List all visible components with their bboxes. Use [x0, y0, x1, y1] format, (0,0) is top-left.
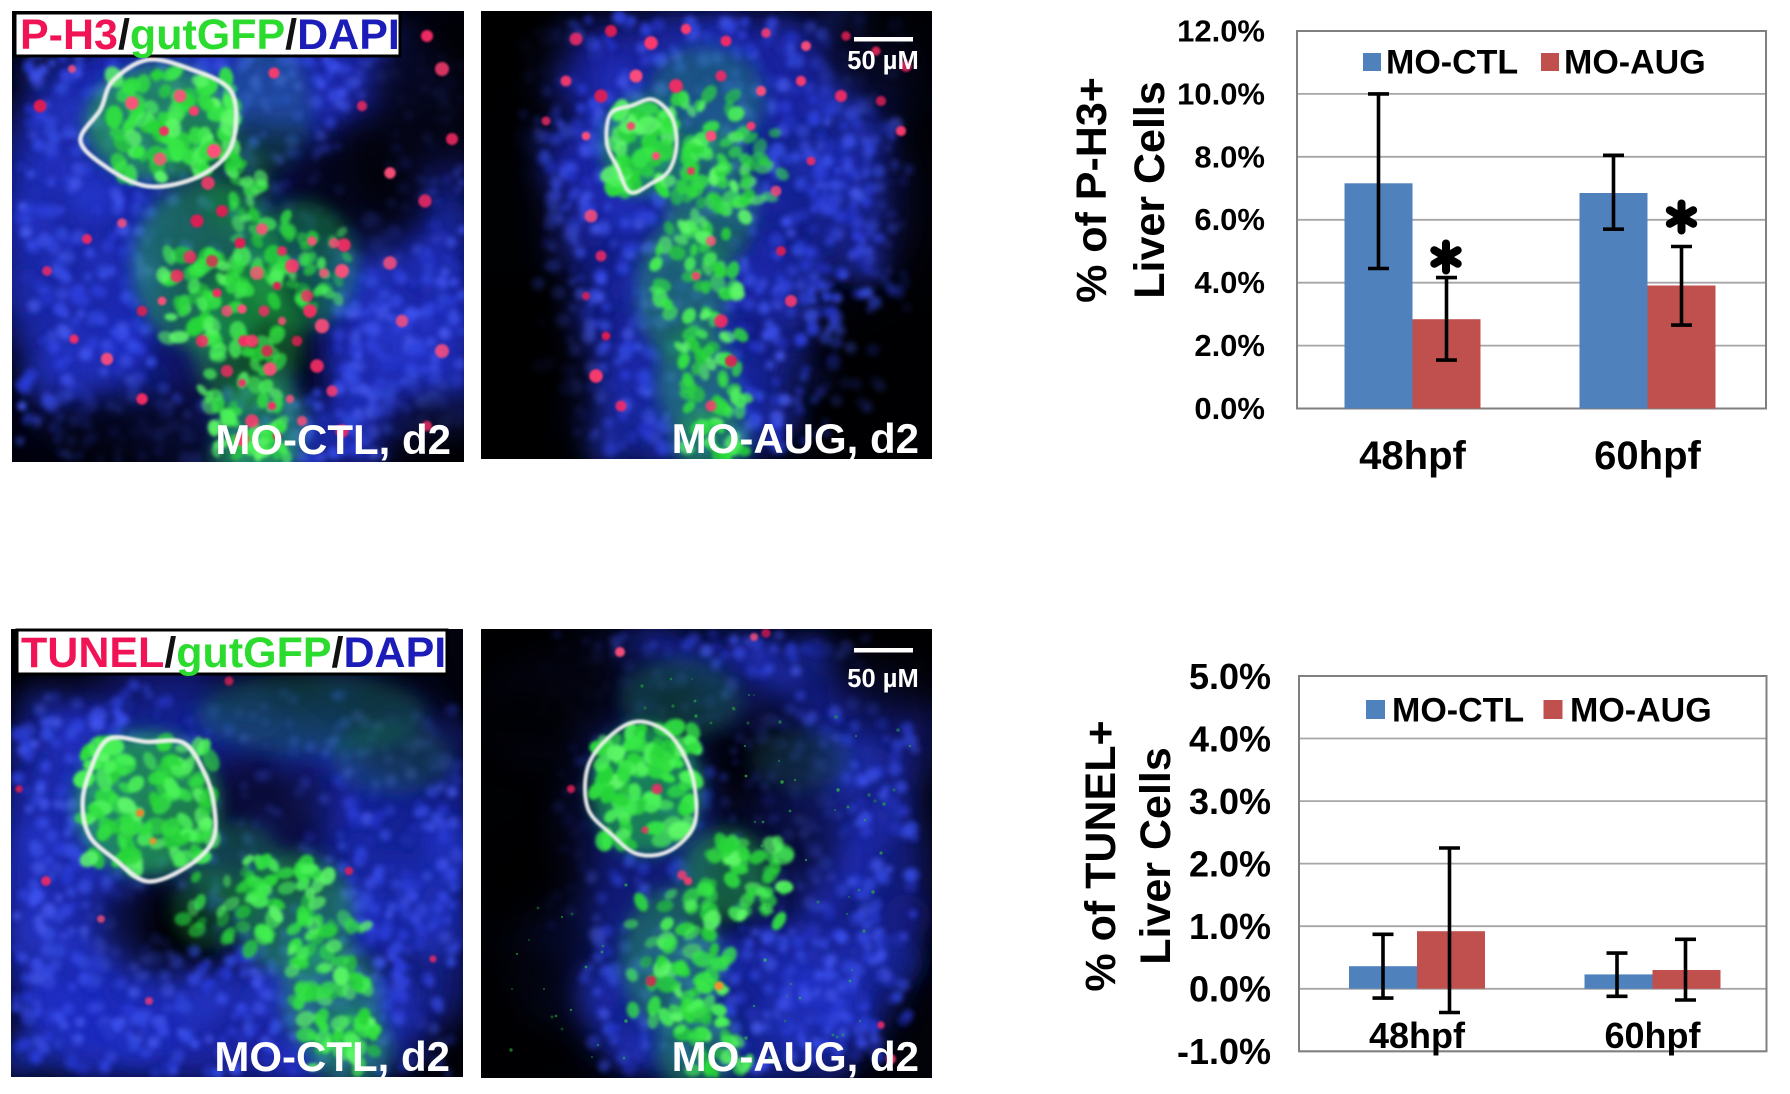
svg-text:10.0%: 10.0%: [1177, 76, 1265, 111]
svg-text:5.0%: 5.0%: [1189, 656, 1271, 697]
svg-text:2.0%: 2.0%: [1194, 328, 1265, 363]
svg-text:48hpf: 48hpf: [1369, 1015, 1466, 1056]
svg-text:TUNEL/gutGFP/DAPI: TUNEL/gutGFP/DAPI: [21, 629, 446, 677]
svg-text:0.0%: 0.0%: [1189, 969, 1271, 1010]
svg-text:8.0%: 8.0%: [1194, 139, 1265, 174]
svg-text:-1.0%: -1.0%: [1177, 1031, 1271, 1072]
svg-text:Liver Cells: Liver Cells: [1126, 81, 1174, 299]
svg-text:4.0%: 4.0%: [1194, 265, 1265, 300]
svg-text:MO-CTL, d2: MO-CTL, d2: [214, 1033, 450, 1080]
svg-text:% of P-H3+: % of P-H3+: [1068, 77, 1116, 303]
svg-text:MO-CTL: MO-CTL: [1392, 692, 1524, 730]
svg-text:0.0%: 0.0%: [1194, 391, 1265, 426]
svg-text:Liver Cells: Liver Cells: [1132, 747, 1180, 965]
svg-text:60hpf: 60hpf: [1604, 1015, 1701, 1056]
svg-text:6.0%: 6.0%: [1194, 202, 1265, 237]
svg-text:MO-AUG: MO-AUG: [1570, 692, 1712, 730]
svg-text:MO-AUG: MO-AUG: [1564, 44, 1706, 82]
svg-text:2.0%: 2.0%: [1189, 844, 1271, 885]
svg-text:4.0%: 4.0%: [1189, 718, 1271, 759]
svg-text:48hpf: 48hpf: [1359, 434, 1466, 478]
svg-text:60hpf: 60hpf: [1594, 434, 1701, 478]
svg-text:3.0%: 3.0%: [1189, 781, 1271, 822]
svg-text:MO-AUG, d2: MO-AUG, d2: [672, 415, 919, 462]
svg-text:% of TUNEL+: % of TUNEL+: [1077, 720, 1125, 991]
svg-text:MO-CTL, d2: MO-CTL, d2: [215, 416, 451, 463]
svg-text:12.0%: 12.0%: [1177, 14, 1265, 49]
svg-text:50 µM: 50 µM: [847, 47, 918, 75]
svg-text:P-H3/gutGFP/DAPI: P-H3/gutGFP/DAPI: [20, 11, 400, 59]
svg-text:MO-AUG, d2: MO-AUG, d2: [672, 1033, 919, 1080]
svg-text:1.0%: 1.0%: [1189, 906, 1271, 947]
svg-text:MO-CTL: MO-CTL: [1386, 44, 1518, 82]
svg-text:50 µM: 50 µM: [847, 665, 918, 693]
